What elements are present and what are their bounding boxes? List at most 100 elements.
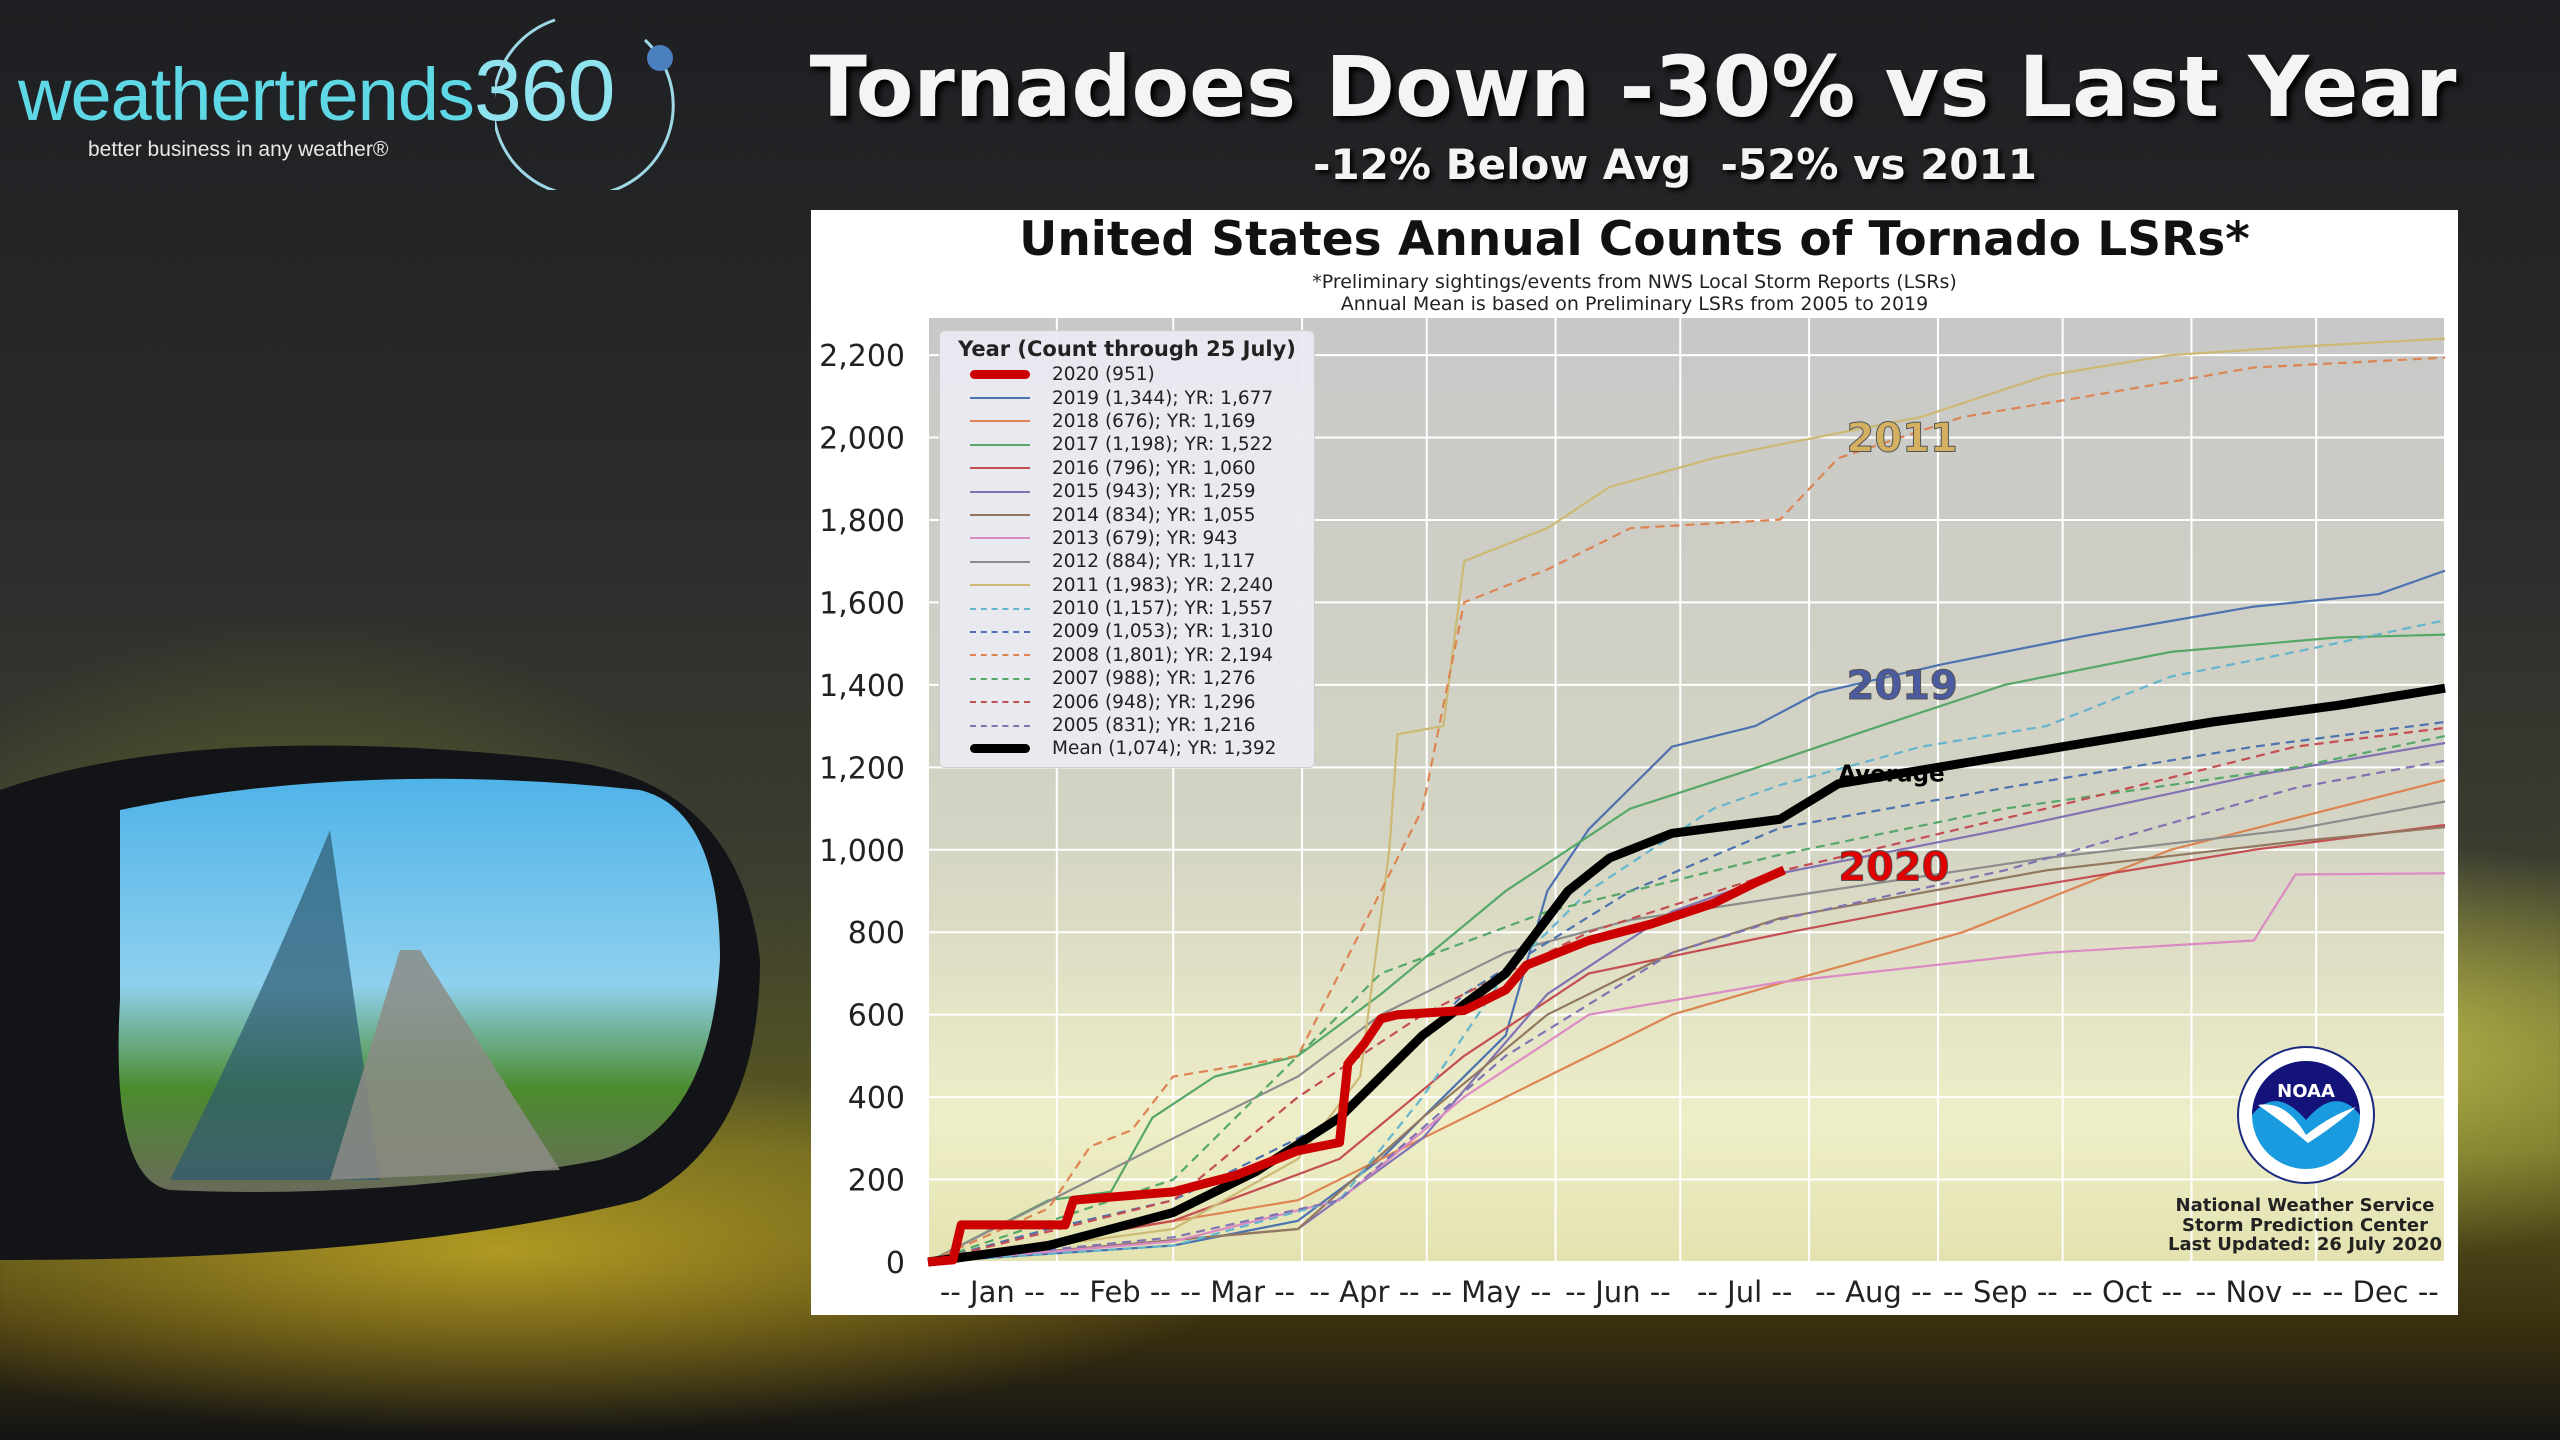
legend-label: 2015 (943); YR: 1,259 bbox=[1052, 481, 1256, 503]
legend-label: 2018 (676); YR: 1,169 bbox=[1052, 410, 1256, 432]
x-tick-label: -- May -- bbox=[1431, 1275, 1551, 1309]
legend-swatch bbox=[970, 537, 1030, 540]
y-tick-label: 1,800 bbox=[819, 504, 905, 539]
y-tick-label: 600 bbox=[848, 999, 905, 1034]
chart-annotation: Average bbox=[1838, 762, 1945, 788]
footer-line-3: Last Updated: 26 July 2020 bbox=[2168, 1234, 2442, 1255]
x-tick-label: -- Dec -- bbox=[2322, 1275, 2438, 1309]
brand-number: 360 bbox=[473, 43, 615, 139]
series-line-2019 bbox=[927, 569, 2446, 1264]
y-tick-label: 2,000 bbox=[819, 422, 905, 457]
legend-label: 2019 (1,344); YR: 1,677 bbox=[1052, 387, 1274, 409]
legend-label: Mean (1,074); YR: 1,392 bbox=[1052, 738, 1277, 760]
series-line-2018 bbox=[927, 779, 2446, 1264]
legend-label: 2013 (679); YR: 943 bbox=[1052, 527, 1238, 549]
legend-label: 2007 (988); YR: 1,276 bbox=[1052, 668, 1256, 690]
legend-swatch bbox=[970, 630, 1030, 633]
y-tick-label: 1,400 bbox=[819, 669, 905, 704]
legend-item: 2006 (948); YR: 1,296 bbox=[940, 690, 1314, 713]
footer-line-1: National Weather Service bbox=[2175, 1195, 2435, 1216]
x-tick-label: -- Jan -- bbox=[940, 1275, 1045, 1309]
legend-label: 2005 (831); YR: 1,216 bbox=[1052, 715, 1256, 737]
legend-swatch bbox=[970, 514, 1030, 517]
series-line-2005 bbox=[927, 759, 2446, 1264]
chart-subtitle-2: Annual Mean is based on Preliminary LSRs… bbox=[1340, 293, 1929, 315]
chart-annotation: 2019 bbox=[1847, 663, 1958, 709]
y-tick-label: 0 bbox=[886, 1246, 905, 1281]
legend-label: 2017 (1,198); YR: 1,522 bbox=[1052, 434, 1274, 456]
chart-annotation: 2011 bbox=[1847, 416, 1958, 462]
x-tick-label: -- Jul -- bbox=[1697, 1275, 1792, 1309]
legend-label: 2008 (1,801); YR: 2,194 bbox=[1052, 644, 1274, 666]
series-line-2017 bbox=[927, 633, 2446, 1263]
legend-item: 2009 (1,053); YR: 1,310 bbox=[940, 620, 1314, 643]
legend-swatch bbox=[970, 701, 1030, 704]
legend-label: 2011 (1,983); YR: 2,240 bbox=[1052, 574, 1274, 596]
x-tick-label: -- Feb -- bbox=[1059, 1275, 1171, 1309]
y-tick-label: 1,200 bbox=[819, 751, 905, 786]
series-line-2008 bbox=[927, 356, 2446, 1264]
x-tick-label: -- Sep -- bbox=[1943, 1275, 2058, 1309]
legend-swatch bbox=[970, 584, 1030, 587]
series-line-2010 bbox=[927, 619, 2446, 1264]
noaa-logo-text: NOAA bbox=[2277, 1081, 2335, 1102]
legend-label: 2016 (796); YR: 1,060 bbox=[1052, 457, 1256, 479]
subheadline: -12% Below Avg -52% vs 2011 bbox=[1313, 140, 2037, 189]
legend-label: 2020 (951) bbox=[1052, 364, 1155, 386]
chart-legend: Year (Count through 25 July) 2020 (951) 2… bbox=[939, 330, 1315, 768]
legend-swatch bbox=[970, 724, 1030, 727]
x-tick-label: -- Nov -- bbox=[2195, 1275, 2312, 1309]
series-line-2006 bbox=[927, 726, 2446, 1264]
legend-swatch bbox=[970, 467, 1030, 470]
y-tick-label: 400 bbox=[848, 1081, 905, 1116]
legend-item: 2015 (943); YR: 1,259 bbox=[940, 480, 1314, 503]
brand-logo: weathertrends360 bbox=[18, 48, 615, 136]
legend-swatch bbox=[970, 607, 1030, 610]
legend-swatch bbox=[970, 490, 1030, 493]
y-tick-label: 800 bbox=[848, 916, 905, 951]
legend-item: 2008 (1,801); YR: 2,194 bbox=[940, 644, 1314, 667]
x-tick-label: -- Aug -- bbox=[1815, 1275, 1932, 1309]
legend-item: 2017 (1,198); YR: 1,522 bbox=[940, 433, 1314, 456]
series-line-2013 bbox=[927, 872, 2446, 1264]
legend-item: 2011 (1,983); YR: 2,240 bbox=[940, 574, 1314, 597]
series-line-2015 bbox=[927, 741, 2446, 1264]
legend-label: 2010 (1,157); YR: 1,557 bbox=[1052, 598, 1274, 620]
legend-label: 2012 (884); YR: 1,117 bbox=[1052, 551, 1256, 573]
legend-item: 2010 (1,157); YR: 1,557 bbox=[940, 597, 1314, 620]
series-line-2009 bbox=[927, 720, 2446, 1264]
legend-item: 2013 (679); YR: 943 bbox=[940, 527, 1314, 550]
legend-item: 2016 (796); YR: 1,060 bbox=[940, 457, 1314, 480]
brand-tagline: better business in any weather® bbox=[88, 138, 389, 161]
legend-label: 2006 (948); YR: 1,296 bbox=[1052, 691, 1256, 713]
legend-item: 2005 (831); YR: 1,216 bbox=[940, 714, 1314, 737]
legend-swatch bbox=[970, 654, 1030, 657]
headline: Tornadoes Down -30% vs Last Year bbox=[809, 38, 2457, 136]
legend-item: 2019 (1,344); YR: 1,677 bbox=[940, 386, 1314, 409]
legend-swatch bbox=[970, 420, 1030, 423]
legend-swatch bbox=[970, 370, 1030, 380]
legend-swatch bbox=[970, 744, 1030, 754]
y-tick-label: 2,200 bbox=[819, 339, 905, 374]
brand-word: weathertrends bbox=[18, 53, 475, 136]
series-line-mean bbox=[927, 683, 2446, 1267]
legend-item: Mean (1,074); YR: 1,392 bbox=[940, 737, 1314, 760]
legend-swatch bbox=[970, 443, 1030, 446]
legend-item: 2018 (676); YR: 1,169 bbox=[940, 410, 1314, 433]
footer-line-2: Storm Prediction Center bbox=[2182, 1214, 2428, 1236]
legend-item: 2007 (988); YR: 1,276 bbox=[940, 667, 1314, 690]
series-line-2012 bbox=[927, 800, 2446, 1263]
legend-title: Year (Count through 25 July) bbox=[958, 337, 1296, 361]
y-tick-label: 200 bbox=[848, 1164, 905, 1199]
chart-subtitle-1: *Preliminary sightings/events from NWS L… bbox=[1312, 271, 1957, 293]
legend-label: 2014 (834); YR: 1,055 bbox=[1052, 504, 1256, 526]
x-tick-label: -- Jun -- bbox=[1565, 1275, 1671, 1309]
series-line-2020 bbox=[927, 865, 1787, 1267]
series-line-2016 bbox=[927, 823, 2446, 1264]
x-tick-label: -- Mar -- bbox=[1180, 1275, 1295, 1309]
noaa-logo: NOAA bbox=[2237, 1046, 2375, 1184]
legend-label: 2009 (1,053); YR: 1,310 bbox=[1052, 621, 1274, 643]
chart-footer: National Weather Service Storm Predictio… bbox=[2140, 1196, 2470, 1255]
x-tick-label: -- Apr -- bbox=[1309, 1275, 1419, 1309]
y-tick-label: 1,600 bbox=[819, 586, 905, 621]
